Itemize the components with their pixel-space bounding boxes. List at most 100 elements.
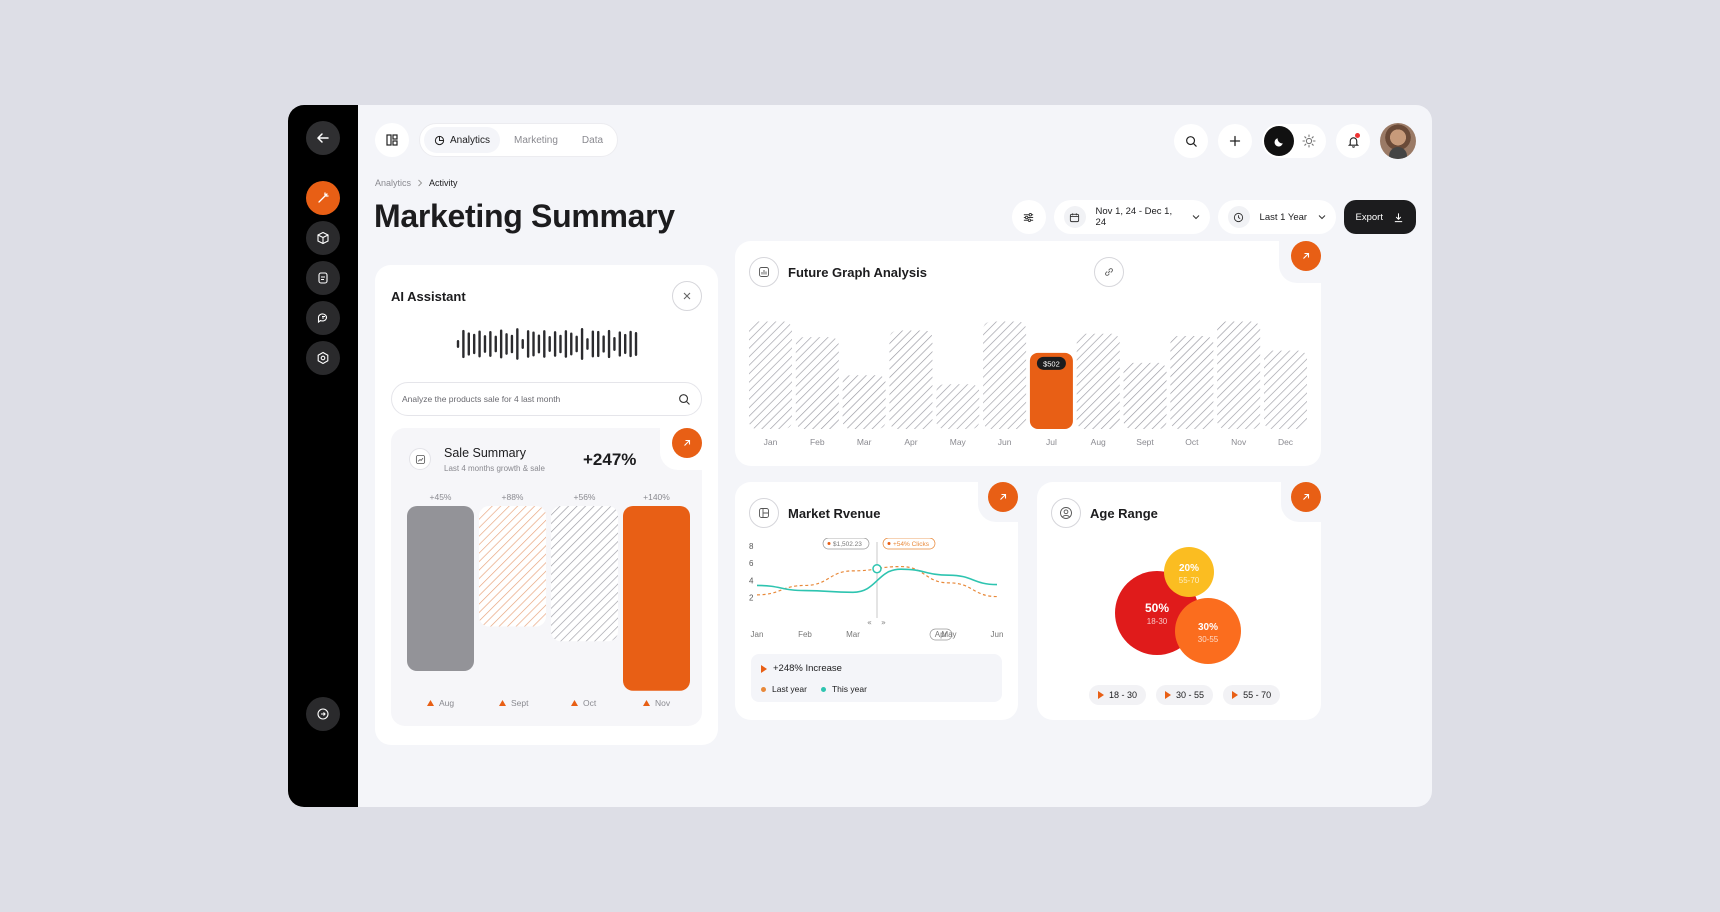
search-icon[interactable] [678,393,691,406]
filter-settings-button[interactable] [1011,200,1046,234]
close-button[interactable] [672,281,702,311]
add-button[interactable] [1218,124,1252,158]
market-revenue-title: Market Rvenue [788,506,881,521]
filter-controls: Nov 1, 24 - Dec 1, 24 Last 1 Year Export [1011,200,1416,234]
sale-summary-chart: +45% Aug +88% Sept +56% Oct +140% Nov [407,492,690,708]
sidebar-item-products[interactable] [306,221,340,255]
link-button[interactable] [1094,257,1124,287]
ai-prompt-field[interactable] [391,382,702,416]
waveform-bar [613,336,616,352]
waveform-bar [516,328,519,360]
waveform-bar [526,330,530,358]
main-content: Analytics Marketing Data [358,105,1432,807]
sale-bar-aug[interactable] [407,506,474,671]
date-range-select[interactable]: Nov 1, 24 - Dec 1, 24 [1053,200,1210,234]
dark-mode-option[interactable] [1264,126,1294,156]
download-icon [1394,212,1403,222]
scrub-right-icon[interactable]: » [881,618,886,627]
waveform-bar [467,332,470,356]
future-bar-sept[interactable] [1123,362,1167,429]
legend-last-year[interactable]: Last year [761,684,807,694]
future-bar-nov[interactable] [1217,321,1261,429]
legend-dot [820,686,826,692]
user-avatar[interactable] [1380,123,1416,159]
theme-toggle[interactable] [1262,124,1326,158]
pie-chart-icon [434,135,445,145]
waveform-bar [591,330,595,358]
future-bar-oct[interactable] [1170,336,1214,429]
age-pill-30-55[interactable]: 30 - 55 [1156,685,1214,705]
market-revenue-chart[interactable]: 8 6 4 2 $1,502.23 +54% Clicks « » Jan Feb Mar AprMa… [735,538,1018,644]
link-icon [1105,268,1113,276]
waveform-bar [537,334,541,354]
search-button[interactable] [1174,124,1208,158]
voice-waveform[interactable] [455,327,639,361]
back-button[interactable] [306,121,340,155]
layout-icon [749,498,779,528]
age-pill-55-70[interactable]: 55 - 70 [1223,685,1281,705]
tooltip-clicks-pill [882,538,936,550]
breadcrumb: Analytics Activity [375,178,458,188]
future-bar-feb[interactable] [795,337,839,429]
period-select[interactable]: Last 1 Year [1217,200,1336,234]
x-tick-label: Jan [751,630,764,639]
tab-data[interactable]: Data [572,127,613,153]
age-range-expand-button[interactable] [1291,482,1321,512]
tooltip-clicks: +54% Clicks [893,541,930,548]
sale-bar-nov[interactable] [623,506,690,691]
chevron-down-icon [1192,215,1199,220]
future-bar-jan[interactable] [749,321,792,429]
notification-dot [1355,133,1360,138]
future-bar-jul[interactable] [1029,352,1073,429]
future-bar-dec[interactable] [1264,350,1307,429]
layout-toggle-button[interactable] [375,123,409,157]
legend-this-year[interactable]: This year [820,684,867,694]
logout-button[interactable] [306,697,340,731]
document-icon [318,272,328,284]
sale-bar-oct[interactable] [551,506,618,642]
tab-marketing[interactable]: Marketing [504,127,568,153]
notifications-button[interactable] [1336,124,1370,158]
ai-prompt-input[interactable] [402,394,678,404]
hover-point[interactable] [872,563,882,574]
waveform-bar [559,334,562,354]
waveform-bar [478,330,481,358]
waveform-bar [580,328,584,360]
future-graph-expand-button[interactable] [1291,241,1321,271]
sidebar-item-documents[interactable] [306,261,340,295]
future-bar-mar[interactable] [842,375,886,429]
age-range-chart: 50% 18-30 20% 55-70 30% 30-55 [1115,547,1241,664]
waveform-bar [505,333,508,355]
future-bar-jun[interactable] [983,321,1027,429]
x-tick-label: May [941,630,956,639]
future-x-label: Aug [1091,437,1106,447]
age-bubble-30-55[interactable] [1175,598,1241,664]
ai-assistant-card: AI Assistant Sale Summary Last 4 months … [375,265,718,745]
sliders-icon [1023,212,1034,222]
sidebar-item-settings[interactable] [306,341,340,375]
age-bubble-55-70[interactable] [1164,547,1214,597]
export-button[interactable]: Export [1343,200,1416,234]
sale-bar-sept[interactable] [479,506,546,627]
sale-summary-expand-button[interactable] [672,428,702,458]
future-bar-apr[interactable] [889,330,933,429]
trend-icon [409,448,431,470]
triangle-icon [1098,691,1104,699]
scrub-left-icon[interactable]: « [867,618,872,627]
sale-summary-subtitle: Last 4 months growth & sale [444,464,545,473]
triangle-icon [643,700,650,706]
light-mode-option[interactable] [1294,126,1324,156]
tooltip-value: $1,502.23 [833,541,862,548]
breadcrumb-parent[interactable]: Analytics [375,178,412,188]
waveform-bar [564,330,568,358]
bar-pct-label: +45% [430,492,452,502]
sidebar-item-messages[interactable] [306,301,340,335]
age-pill-18-30[interactable]: 18 - 30 [1089,685,1147,705]
future-bar-aug[interactable] [1076,333,1120,429]
sidebar-item-magic[interactable] [306,181,340,215]
future-bar-may[interactable] [936,384,980,429]
increase-label: +248% Increase [773,663,842,674]
tab-analytics[interactable]: Analytics [424,127,501,153]
market-revenue-expand-button[interactable] [988,482,1018,512]
series-line-this-year[interactable] [756,568,998,594]
